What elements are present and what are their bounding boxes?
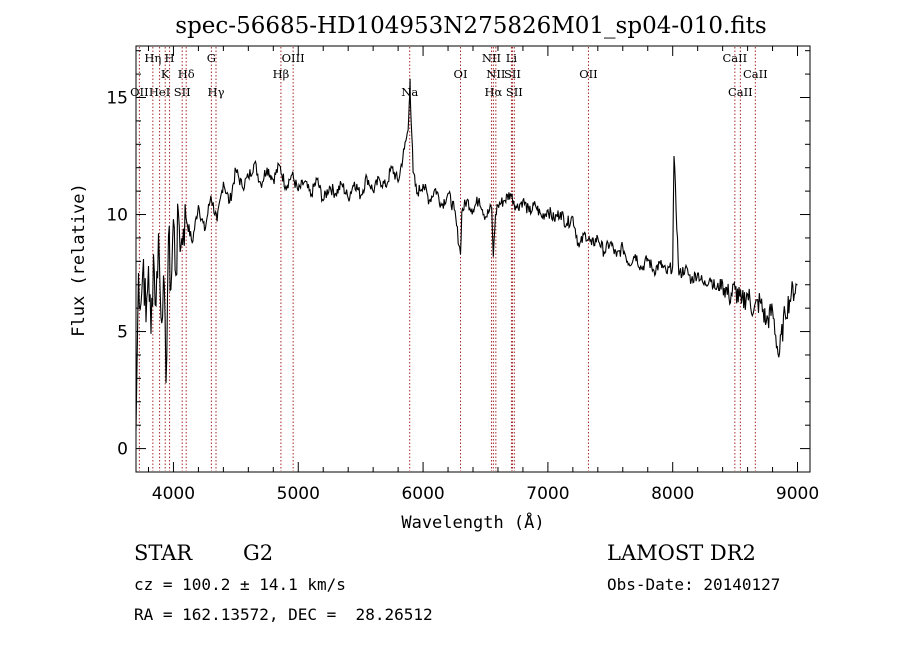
line-marker-label: OIII [282, 51, 305, 65]
subclass: G2 [243, 541, 273, 565]
line-marker-label: SII [174, 85, 191, 99]
line-marker-label: SII [506, 85, 523, 99]
y-axis-ticks: 0 5 10 15 [106, 50, 810, 460]
line-marker-label: Li [506, 51, 518, 65]
line-marker-label: Hδ [178, 67, 195, 81]
line-marker-label: CaII [728, 85, 753, 99]
x-tick-label: 9000 [776, 484, 819, 504]
line-marker-label: Hα [484, 85, 502, 99]
line-marker-label: NII [486, 67, 505, 81]
survey-name: LAMOST DR2 [607, 541, 756, 565]
y-tick-label: 5 [117, 323, 128, 343]
line-marker-label: Hη [144, 51, 161, 65]
line-marker-label: HeI [149, 85, 170, 99]
line-marker-label: CaII [743, 67, 768, 81]
line-marker-label: K [161, 67, 170, 81]
spectrum-line [135, 78, 798, 430]
line-marker-label: G [207, 51, 216, 65]
y-tick-label: 15 [106, 88, 128, 108]
y-axis-label: Flux (relative) [69, 183, 89, 337]
line-marker-label: OI [454, 67, 468, 81]
y-tick-label: 0 [117, 440, 128, 460]
x-tick-label: 4000 [152, 484, 195, 504]
line-marker-label: Hβ [273, 67, 290, 81]
x-tick-label: 6000 [401, 484, 444, 504]
x-tick-label: 8000 [651, 484, 694, 504]
x-tick-label: 7000 [526, 484, 569, 504]
x-axis-ticks: 4000 5000 6000 7000 8000 9000 [147, 46, 819, 504]
line-markers [138, 47, 756, 471]
y-tick-label: 10 [106, 206, 128, 226]
plot-frame [135, 45, 811, 473]
line-marker-label: CaII [722, 51, 747, 65]
line-marker-label: SII [504, 67, 521, 81]
line-marker-labels: OIIHηHeIKHSIIHδGHγHβOIIINaOINIINIIHαLiSI… [130, 51, 768, 99]
x-axis-label: Wavelength (Å) [401, 511, 544, 533]
line-marker-label: OII [579, 67, 598, 81]
line-marker-label: NII [482, 51, 501, 65]
object-type: STAR [134, 541, 193, 565]
coordinates: RA = 162.13572, DEC = 28.26512 [134, 605, 433, 624]
x-tick-label: 5000 [277, 484, 320, 504]
chart-title: spec-56685-HD104953N275826M01_sp04-010.f… [175, 13, 766, 39]
observation-date: Obs-Date: 20140127 [607, 575, 780, 594]
line-marker-label: OII [130, 85, 149, 99]
line-marker-label: H [165, 51, 175, 65]
line-marker-label: Hγ [208, 85, 225, 99]
redshift-cz: cz = 100.2 ± 14.1 km/s [134, 575, 346, 594]
